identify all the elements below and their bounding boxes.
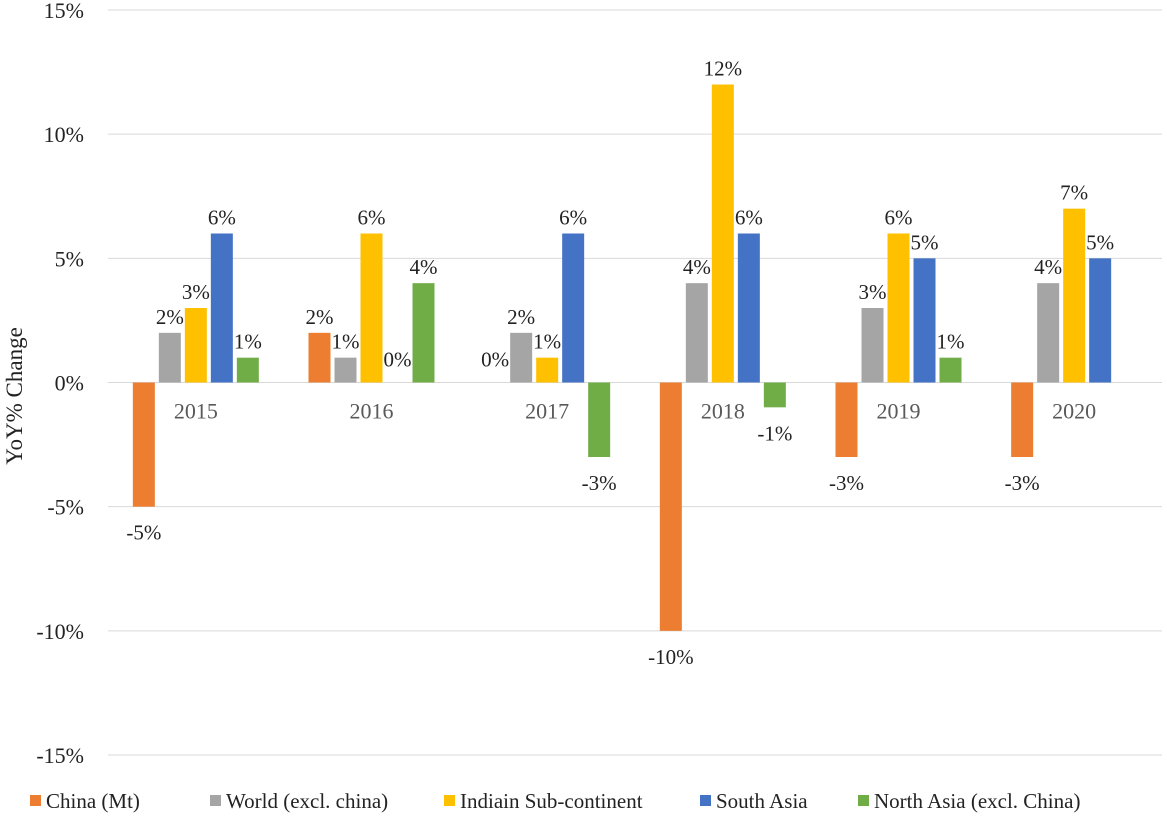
gridlines [108, 9, 1162, 756]
legend-swatch [30, 795, 41, 806]
data-label: 1% [332, 330, 360, 354]
bar [184, 308, 207, 383]
data-label: 6% [208, 206, 236, 230]
data-label: 4% [1034, 255, 1062, 279]
y-axis-label: YoY% Change [2, 327, 27, 465]
data-labels: -5%2%0%-10%-3% -3%2%1%2%4%3%4%3%6%1%12%6%… [126, 57, 1114, 669]
bar [1089, 258, 1112, 383]
data-label: -10% [648, 645, 694, 669]
data-label: 4% [410, 255, 438, 279]
data-label: 3% [859, 280, 887, 304]
bar [939, 357, 962, 383]
data-label: -3% [829, 471, 864, 495]
data-label: 0% [384, 348, 412, 372]
y-tick-label: -5% [47, 495, 84, 520]
bar [1063, 208, 1086, 383]
bar [685, 283, 708, 383]
bar [1037, 283, 1060, 383]
bar [562, 233, 585, 383]
bar [132, 382, 155, 507]
legend-swatch [858, 795, 869, 806]
y-tick-label: 0% [55, 371, 84, 396]
x-category-label: 2016 [350, 399, 394, 424]
y-axis-ticks: 15% 10% 5% 0% -5% -10% -15% [36, 0, 84, 768]
bar [210, 233, 233, 383]
data-label: 2% [156, 305, 184, 329]
legend-swatch [700, 795, 711, 806]
legend-label: South Asia [716, 789, 808, 813]
bar [763, 382, 786, 408]
data-label: 6% [735, 206, 763, 230]
bar [588, 382, 611, 457]
data-label: -3% [1005, 471, 1040, 495]
x-category-label: 2020 [1052, 399, 1096, 424]
data-label: -5% [126, 521, 161, 545]
data-label: -3% [582, 471, 617, 495]
bar [158, 332, 181, 383]
bar [412, 283, 435, 383]
data-label: 2% [507, 305, 535, 329]
bars [132, 84, 1112, 631]
bar [835, 382, 858, 457]
x-axis-categories: 2015 2016 2017 2018 2019 2020 [174, 399, 1096, 424]
data-label: 6% [885, 206, 913, 230]
bar [334, 357, 357, 383]
bar [887, 233, 910, 383]
legend-label: North Asia (excl. China) [874, 789, 1080, 813]
legend-label: World (excl. china) [226, 789, 388, 813]
bar [737, 233, 760, 383]
y-tick-label: 15% [44, 0, 84, 23]
x-category-label: 2015 [174, 399, 218, 424]
legend: China (Mt) World (excl. china) Indiain Sub… [30, 789, 1080, 813]
bar [913, 258, 936, 383]
data-label: 1% [234, 330, 262, 354]
legend-swatch [444, 795, 455, 806]
y-tick-label: -15% [36, 743, 84, 768]
bar [659, 382, 682, 631]
data-label: 6% [358, 206, 386, 230]
x-category-label: 2017 [525, 399, 569, 424]
data-label: 5% [911, 230, 939, 254]
bar [536, 357, 559, 383]
data-label: 6% [559, 206, 587, 230]
data-label: 4% [683, 255, 711, 279]
data-label: 5% [1086, 230, 1114, 254]
data-label: 7% [1060, 181, 1088, 205]
data-label: 3% [182, 280, 210, 304]
bar [711, 84, 734, 383]
data-label: 0% [481, 348, 509, 372]
bar [360, 233, 383, 383]
bar [861, 308, 884, 383]
bar [236, 357, 259, 383]
legend-label: Indiain Sub-continent [460, 789, 643, 813]
data-label: -1% [757, 421, 792, 445]
bar [308, 332, 331, 383]
data-label: 1% [533, 330, 561, 354]
data-label: 12% [704, 57, 743, 81]
bar [1011, 382, 1034, 457]
bar [510, 332, 533, 383]
y-tick-label: 10% [44, 122, 84, 147]
data-label: 1% [937, 330, 965, 354]
legend-label: China (Mt) [46, 789, 140, 813]
legend-swatch [210, 795, 221, 806]
x-category-label: 2018 [701, 399, 745, 424]
x-category-label: 2019 [877, 399, 921, 424]
y-tick-label: 5% [55, 246, 84, 271]
data-label: 2% [306, 305, 334, 329]
y-tick-label: -10% [36, 619, 84, 644]
